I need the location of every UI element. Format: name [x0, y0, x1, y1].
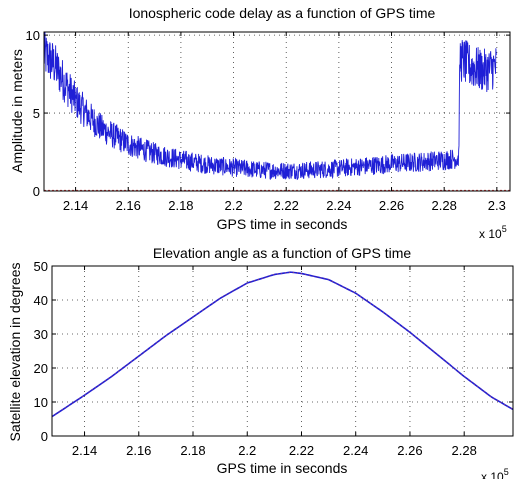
chart1-series-line: [43, 31, 498, 181]
chart1-xlabel: GPS time in seconds: [217, 216, 348, 232]
panel-elevation-angle: Elevation angle as a function of GPS tim…: [7, 245, 514, 479]
chart2-xtick-label: 2.24: [343, 443, 368, 458]
chart2-ytick-label: 10: [34, 395, 48, 410]
chart1-x-multiplier-exp: 5: [502, 224, 507, 234]
chart2-axes-box: [51, 265, 514, 437]
chart1-x-multiplier: x 105: [479, 224, 507, 241]
chart2-xlabel: GPS time in seconds: [217, 460, 348, 476]
chart2-xtick-label: 2.18: [180, 443, 205, 458]
chart2-x-multiplier: x 105: [481, 467, 509, 479]
chart1-xtick-label: 2.28: [432, 198, 457, 213]
chart2-ytick-label: 40: [34, 293, 48, 308]
chart2-xtick-label: 2.28: [452, 443, 477, 458]
chart1-xtick-label: 2.16: [116, 198, 141, 213]
chart1-x-ticks: 2.14 2.16 2.18 2.2 2.22 2.24 2.26 2.28 2.3: [63, 32, 506, 213]
chart1-axes-box: [43, 31, 511, 192]
chart1-xtick-label: 2.14: [63, 198, 88, 213]
chart2-y-ticks: 0 10 20 30 40 50: [34, 259, 513, 444]
panel-ionospheric-delay: Ionospheric code delay as a function of …: [9, 5, 511, 241]
chart2-xtick-label: 2.22: [289, 443, 314, 458]
chart1-ytick-label: 10: [26, 28, 40, 43]
chart1-ytick-label: 5: [33, 106, 40, 121]
chart2-ytick-label: 50: [34, 259, 48, 274]
chart2-ylabel: Satellite elevation in degrees: [7, 262, 23, 441]
chart1-x-multiplier-base: x 10: [479, 227, 502, 241]
chart2-ytick-label: 20: [34, 361, 48, 376]
chart2-series-overlay: [51, 271, 514, 417]
chart2-title: Elevation angle as a function of GPS tim…: [153, 245, 412, 261]
chart2-ytick-label: 0: [41, 429, 48, 444]
chart2-x-ticks: 2.14 2.16 2.18 2.2 2.22 2.24 2.26 2.28: [72, 266, 477, 458]
chart2-plot-area: [51, 271, 514, 418]
chart1-title: Ionospheric code delay as a function of …: [129, 5, 436, 21]
chart2-xtick-label: 2.2: [238, 443, 256, 458]
chart2-grid: [52, 265, 513, 436]
chart1-y-ticks: 0 5 10: [26, 28, 510, 199]
chart2-x-multiplier-exp: 5: [504, 467, 509, 477]
chart1-xtick-label: 2.2: [225, 198, 243, 213]
chart1-xtick-label: 2.22: [274, 198, 299, 213]
chart1-xtick-label: 2.3: [488, 198, 506, 213]
chart1-xtick-label: 2.18: [168, 198, 193, 213]
chart2-ytick-label: 30: [34, 327, 48, 342]
chart1-xtick-label: 2.26: [379, 198, 404, 213]
chart1-plot-area: [43, 31, 510, 191]
chart1-ylabel: Amplitude in meters: [9, 49, 25, 173]
chart2-x-multiplier-base: x 10: [481, 470, 504, 479]
chart2-xtick-label: 2.26: [397, 443, 422, 458]
chart2-series-line: [51, 271, 514, 418]
chart2-xtick-label: 2.16: [126, 443, 151, 458]
chart1-xtick-label: 2.24: [326, 198, 351, 213]
chart2-xtick-label: 2.14: [72, 443, 97, 458]
chart1-ytick-label: 0: [33, 184, 40, 199]
